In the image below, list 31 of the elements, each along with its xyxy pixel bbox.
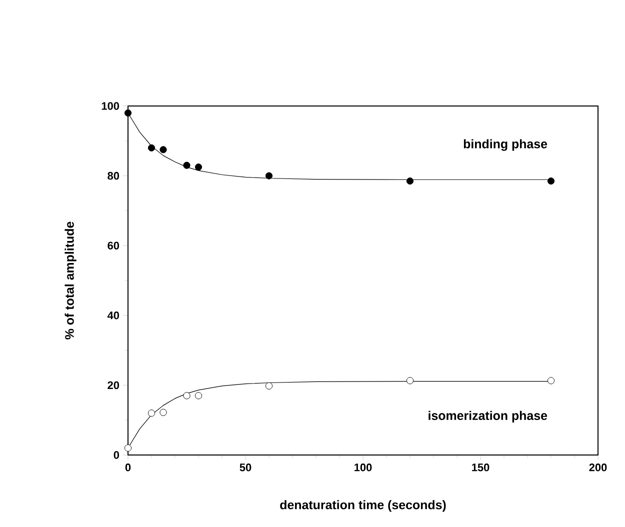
point xyxy=(265,382,273,390)
point xyxy=(547,377,555,384)
y-tick-label: 60 xyxy=(108,242,120,250)
text: binding phase xyxy=(464,139,548,151)
y-axis-title: % of total amplitude xyxy=(64,222,76,340)
y-tick-label: 40 xyxy=(107,312,120,320)
y-tick-label: 0 xyxy=(114,451,120,459)
y-tick-label: 100 xyxy=(102,102,120,110)
point xyxy=(148,410,156,417)
x-tick-label: 150 xyxy=(472,464,490,472)
x-tick-label: 50 xyxy=(240,464,252,472)
point xyxy=(124,109,132,117)
point xyxy=(160,146,167,154)
point xyxy=(194,392,202,400)
point xyxy=(406,377,414,384)
point xyxy=(547,177,555,185)
point xyxy=(194,164,202,171)
point xyxy=(160,408,167,416)
x-tick-label: 100 xyxy=(354,464,372,472)
point xyxy=(406,177,414,185)
y-tick-label: 20 xyxy=(108,381,120,390)
point xyxy=(183,162,190,169)
x-axis-title: denaturation time (seconds) xyxy=(280,500,446,512)
x-tick-label: 200 xyxy=(589,464,607,472)
point xyxy=(148,144,156,152)
point xyxy=(183,392,190,400)
point xyxy=(265,172,273,180)
point xyxy=(124,444,132,452)
text: isomerization phase xyxy=(428,410,548,422)
y-tick-label: 80 xyxy=(108,172,120,180)
x-tick-label: 0 xyxy=(125,464,131,472)
